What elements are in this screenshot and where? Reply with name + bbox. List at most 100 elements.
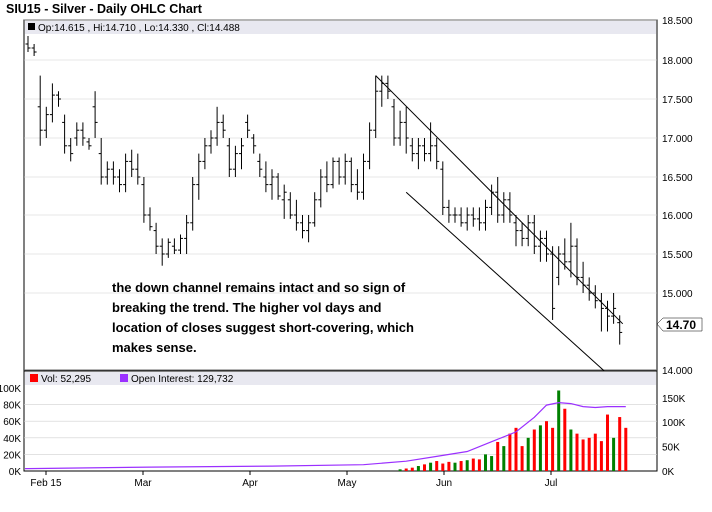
ohlc-bar: [31, 44, 37, 56]
x-tick-label: Mar: [134, 478, 152, 489]
ohlc-bar: [263, 161, 269, 193]
ohlc-bar: [379, 75, 385, 107]
ohlc-bar: [434, 138, 440, 170]
ohlc-bar: [214, 106, 220, 146]
info-sep-3: ,: [192, 23, 198, 34]
ohlc-bar: [342, 153, 348, 185]
ohlc-bar: [391, 99, 397, 146]
chart-title: SIU15 - Silver - Daily OHLC Chart: [6, 2, 203, 16]
ohlc-bar: [251, 134, 257, 154]
open-interest-line: [25, 401, 626, 470]
volume-tick-left: 80K: [3, 401, 21, 412]
ohlc-bar: [56, 91, 61, 107]
ohlc-bar: [428, 122, 434, 162]
ohlc-bar: [110, 161, 116, 185]
ohlc-bar: [275, 173, 281, 200]
volume-tick-right: 50K: [662, 443, 680, 454]
ohlc-bar: [239, 138, 244, 170]
volume-tick-right: 100K: [662, 418, 686, 429]
ohlc-bar: [464, 207, 470, 231]
volume-bar: [429, 462, 433, 471]
volume-bar: [453, 462, 457, 471]
info-close: Cl:14.488: [197, 23, 240, 34]
annotation-line-2: breaking the trend. The higher vol days …: [112, 300, 381, 315]
x-tick-label: May: [338, 478, 357, 489]
volume-tick-left: 100K: [0, 384, 21, 395]
ohlc-bar: [159, 238, 165, 266]
volume-bar: [606, 414, 609, 471]
ohlc-bar: [580, 261, 586, 293]
ohlc-bar: [470, 207, 476, 227]
ohlc-bar: [519, 222, 525, 247]
price-tick-label: 18.000: [662, 56, 693, 67]
annotation-text: the down channel remains intact and so s…: [112, 280, 414, 355]
price-axis-labels: 18.500 18.000 17.500 17.000 16.500 16.000 15.5…: [662, 16, 693, 377]
volume-tick-left: 40K: [3, 434, 21, 445]
ohlc-bar: [397, 110, 403, 146]
volume-bar: [423, 464, 426, 471]
ohlc-bar: [556, 246, 562, 286]
ohlc-bar: [62, 114, 68, 154]
ohlc-bar: [312, 192, 318, 227]
ohlc-bar: [141, 177, 147, 223]
ohlc-bar: [293, 199, 299, 231]
volume-bar: [398, 469, 402, 471]
volume-tick-left: 20K: [3, 450, 21, 461]
price-tick-label: 17.000: [662, 134, 693, 145]
ohlc-bar: [43, 106, 49, 138]
ohlc-bar: [452, 207, 458, 223]
ohlc-bar: [537, 230, 543, 262]
info-open: Op:14.615: [38, 23, 85, 34]
ohlc-bar: [415, 138, 421, 170]
volume-bar: [569, 429, 573, 471]
ohlc-bar: [385, 75, 391, 99]
ohlc-bar: [153, 222, 159, 254]
price-tick-label: 17.500: [662, 95, 693, 106]
ohlc-bar: [495, 177, 501, 223]
volume-bar: [526, 437, 530, 471]
ohlc-bar: [348, 157, 354, 193]
ohlc-bar: [501, 192, 507, 223]
volume-axis-labels: 100K 80K 60K 40K 20K 0K 150K 100K 50K 0K: [0, 384, 686, 478]
ohlc-bar: [611, 293, 617, 324]
ohlc-bar: [318, 169, 324, 208]
volume-bar: [441, 463, 445, 471]
ohlc-bar: [617, 315, 623, 345]
volume-bar: [490, 456, 494, 471]
ohlc-bar: [605, 300, 610, 332]
ohlc-bar: [513, 215, 519, 247]
volume-bar: [514, 427, 518, 471]
svg-text:Op:14.615 , Hi:14.710: Op:14.615 , Hi:14.710 , Lo:14.330 , Cl:1…: [38, 23, 240, 34]
x-tick-label: Feb 15: [30, 478, 62, 489]
price-tick-label: 15.500: [662, 250, 693, 261]
volume-bar: [416, 466, 420, 471]
volume-bar: [447, 461, 451, 471]
volume-bar: [532, 429, 536, 471]
ohlc-bar: [129, 149, 135, 177]
volume-bar: [410, 467, 414, 471]
ohlc-bar: [568, 222, 574, 278]
price-info-bar: [25, 21, 656, 34]
x-tick-label: Apr: [242, 478, 258, 489]
x-tick-label: Jul: [545, 478, 558, 489]
volume-tick-left: 60K: [3, 417, 21, 428]
oi-legend-text: Open Interest: 129,732: [131, 374, 234, 385]
price-tick-label: 15.000: [662, 289, 693, 300]
ohlc-bar: [446, 199, 452, 223]
ohlc-bar: [361, 153, 366, 200]
ohlc-bar: [287, 192, 293, 219]
info-sep-1: ,: [88, 23, 94, 34]
volume-bar: [575, 433, 579, 471]
ohlc-bar: [598, 293, 604, 332]
volume-bar: [612, 437, 616, 471]
info-low: Lo:14.330: [144, 23, 189, 34]
ohlc-bar: [507, 192, 513, 223]
ohlc-bar: [458, 207, 464, 227]
ohlc-bar: [68, 138, 74, 162]
ohlc-bar: [330, 157, 336, 189]
volume-bar: [496, 441, 500, 471]
volume-bar: [520, 446, 524, 471]
x-tick-label: Jun: [436, 478, 452, 489]
channel-line: [405, 191, 608, 375]
ohlc-bar: [220, 114, 226, 138]
